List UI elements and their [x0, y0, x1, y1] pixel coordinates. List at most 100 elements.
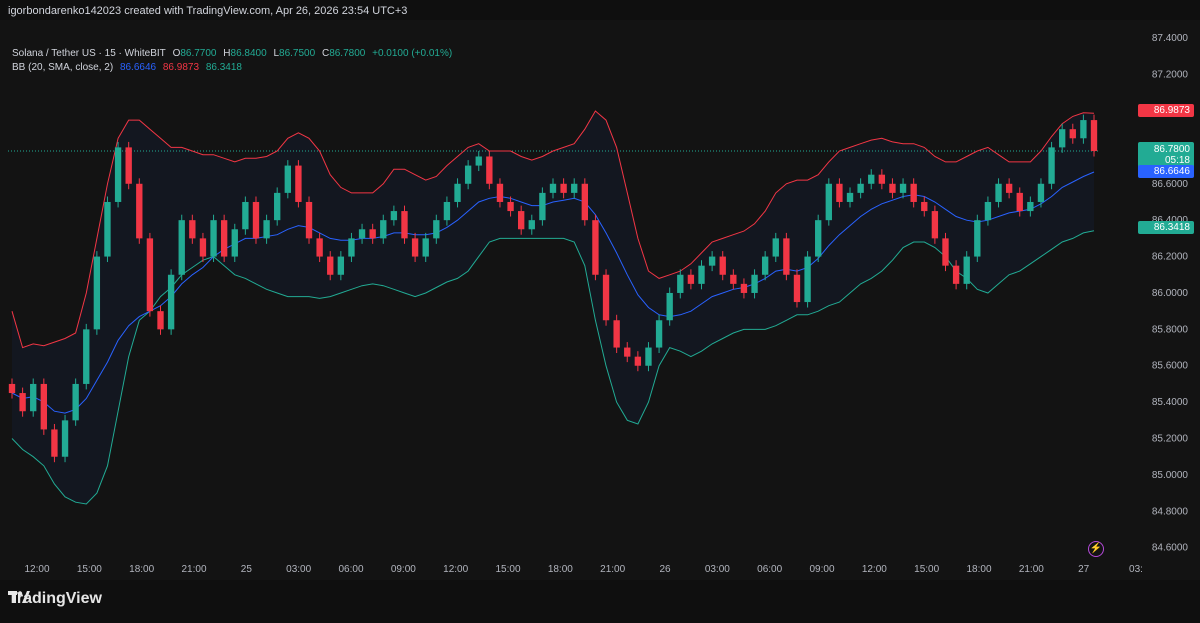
- candle-body: [549, 183, 557, 193]
- x-tick-label: 27: [1078, 564, 1090, 575]
- footer-brand[interactable]: TradingView: [8, 590, 102, 608]
- bb-upper-line: [11, 110, 1095, 349]
- candle-body: [761, 256, 769, 275]
- candle-body: [316, 238, 323, 257]
- x-tick-label: 18:00: [966, 564, 991, 575]
- x-tick-label: 09:00: [809, 564, 834, 575]
- candle-body: [220, 220, 228, 257]
- candle-body: [719, 256, 726, 275]
- candle-body: [740, 283, 748, 293]
- candle-body: [624, 347, 631, 357]
- candle-body: [486, 156, 493, 184]
- candle-body: [995, 183, 1002, 202]
- candle-body: [899, 183, 907, 193]
- y-tick-label: 85.4000: [1152, 397, 1189, 408]
- candle-body: [51, 429, 58, 457]
- bb-upper-value: 86.9873: [162, 62, 200, 73]
- x-tick-label: 15:00: [914, 564, 939, 575]
- candle-body: [1016, 192, 1023, 212]
- candle-body: [464, 165, 472, 184]
- y-tick-label: 87.4000: [1152, 33, 1189, 44]
- candle-body: [295, 165, 302, 202]
- candle-body: [422, 238, 429, 257]
- upper-band-tag: 86.9873: [1138, 104, 1194, 117]
- candle-body: [1037, 183, 1045, 202]
- ohlc-row: Solana / Tether US · 15 · WhiteBIT O86.7…: [12, 47, 456, 61]
- candle-body: [921, 201, 928, 212]
- candle-body: [305, 201, 313, 239]
- lightning-icon[interactable]: ⚡: [1088, 541, 1104, 557]
- candle-body: [199, 238, 207, 257]
- candle-body: [210, 220, 217, 257]
- candle-body: [952, 265, 960, 284]
- candle-body: [390, 211, 398, 221]
- candle-body: [189, 220, 196, 239]
- candle-body: [868, 174, 875, 184]
- candle-body: [231, 229, 238, 257]
- candle-body: [401, 211, 408, 239]
- chart-panel[interactable]: 87.400087.200087.000086.800086.600086.40…: [0, 20, 1200, 580]
- close-value: C86.7800: [321, 48, 366, 59]
- candle-body: [772, 238, 779, 257]
- x-tick-label: 25: [241, 564, 253, 575]
- y-tick-label: 86.0000: [1152, 288, 1189, 299]
- candle-body: [1027, 201, 1034, 212]
- x-tick-label: 15:00: [77, 564, 102, 575]
- x-tick-label: 12:00: [24, 564, 49, 575]
- candle-body: [539, 192, 546, 221]
- candle-body: [613, 320, 620, 348]
- x-tick-label: 03:00: [286, 564, 311, 575]
- candle-body: [83, 329, 90, 384]
- candle-body: [825, 183, 832, 221]
- candle-body: [698, 265, 705, 284]
- candle-body: [560, 183, 567, 193]
- candle-body: [581, 183, 588, 221]
- candle-body: [751, 274, 758, 293]
- price-chart[interactable]: 87.400087.200087.000086.800086.600086.40…: [0, 20, 1200, 580]
- candle-body: [846, 192, 854, 202]
- candle-body: [857, 183, 864, 193]
- y-tick-label: 85.2000: [1152, 434, 1189, 445]
- x-tick-label: 21:00: [181, 564, 206, 575]
- bb-band-fill: [12, 111, 1094, 504]
- x-tick-label: 09:00: [391, 564, 416, 575]
- candle-body: [655, 320, 663, 348]
- candle-body: [167, 274, 175, 330]
- chart-legend: Solana / Tether US · 15 · WhiteBIT O86.7…: [12, 47, 456, 75]
- x-tick-label: 03:00: [705, 564, 730, 575]
- x-tick-label: 12:00: [443, 564, 468, 575]
- candle-body: [369, 229, 376, 239]
- candle-body: [125, 147, 132, 184]
- x-tick-label: 21:00: [600, 564, 625, 575]
- candle-body: [708, 256, 716, 266]
- candle-body: [104, 201, 111, 257]
- candle-body: [931, 211, 939, 239]
- y-tick-label: 86.2000: [1152, 252, 1189, 263]
- candle-body: [974, 220, 981, 257]
- candle-body: [1048, 147, 1055, 184]
- header-attribution: igorbondarenko142023 created with Tradin…: [8, 5, 408, 17]
- candle-body: [1059, 129, 1066, 148]
- high-value: H86.8400: [223, 48, 267, 59]
- candle-body: [1005, 183, 1013, 193]
- bb-basis-value: 86.6646: [119, 62, 157, 73]
- candle-body: [687, 274, 695, 284]
- candle-body: [284, 165, 291, 193]
- candle-body: [72, 383, 79, 421]
- candle-body: [1069, 129, 1076, 139]
- candle-body: [380, 220, 387, 239]
- candle-body: [136, 183, 143, 239]
- candle-body: [358, 229, 366, 239]
- candle-body: [40, 383, 47, 430]
- candle-body: [454, 183, 461, 202]
- x-tick-label: 06:00: [757, 564, 782, 575]
- x-tick-label: 26: [659, 564, 671, 575]
- symbol-label[interactable]: Solana / Tether US · 15 · WhiteBIT: [12, 48, 166, 59]
- candle-body: [348, 238, 355, 257]
- low-value: L86.7500: [273, 48, 316, 59]
- candle-body: [518, 211, 525, 230]
- candle-body: [645, 347, 652, 366]
- bb-lower-line: [11, 230, 1095, 505]
- candle-body: [602, 274, 610, 321]
- bb-indicator-label[interactable]: BB (20, SMA, close, 2): [12, 62, 114, 73]
